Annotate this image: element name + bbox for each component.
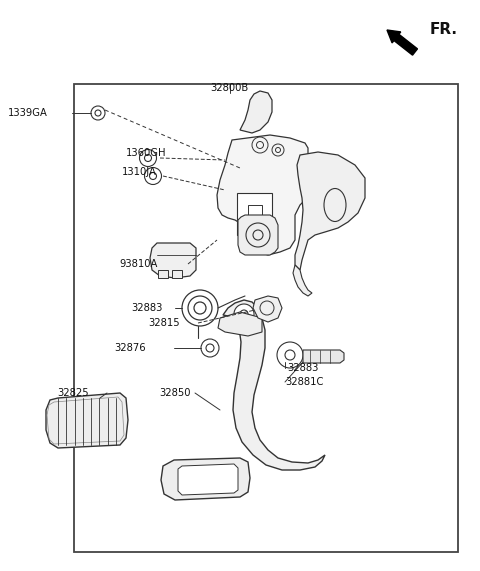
Text: 32815: 32815 (148, 318, 180, 328)
FancyArrow shape (387, 30, 418, 55)
Polygon shape (240, 91, 272, 133)
Polygon shape (238, 215, 278, 255)
Text: FR.: FR. (430, 22, 458, 37)
Polygon shape (161, 458, 250, 500)
Polygon shape (46, 393, 128, 448)
Text: 32883: 32883 (131, 303, 162, 313)
Polygon shape (293, 265, 312, 296)
Text: 1339GA: 1339GA (8, 108, 48, 118)
Polygon shape (218, 312, 262, 336)
Text: 1310JA: 1310JA (122, 167, 157, 177)
Text: 32876: 32876 (114, 343, 145, 353)
Polygon shape (303, 350, 344, 363)
Text: 32883: 32883 (287, 363, 318, 373)
Polygon shape (253, 296, 282, 322)
Circle shape (234, 304, 254, 324)
Polygon shape (178, 464, 238, 495)
Polygon shape (295, 152, 365, 270)
Polygon shape (158, 270, 168, 278)
Text: 1360GH: 1360GH (126, 148, 167, 158)
Polygon shape (172, 270, 182, 278)
Polygon shape (237, 193, 272, 235)
Text: 32825: 32825 (57, 388, 89, 398)
Bar (74, 84, 458, 552)
Text: 32800B: 32800B (210, 83, 248, 93)
Polygon shape (248, 205, 262, 225)
Text: 32881C: 32881C (285, 377, 324, 387)
Polygon shape (223, 300, 325, 470)
Text: 32850: 32850 (159, 388, 191, 398)
Polygon shape (150, 243, 196, 278)
Polygon shape (217, 135, 308, 255)
Text: 93810A: 93810A (119, 259, 157, 269)
